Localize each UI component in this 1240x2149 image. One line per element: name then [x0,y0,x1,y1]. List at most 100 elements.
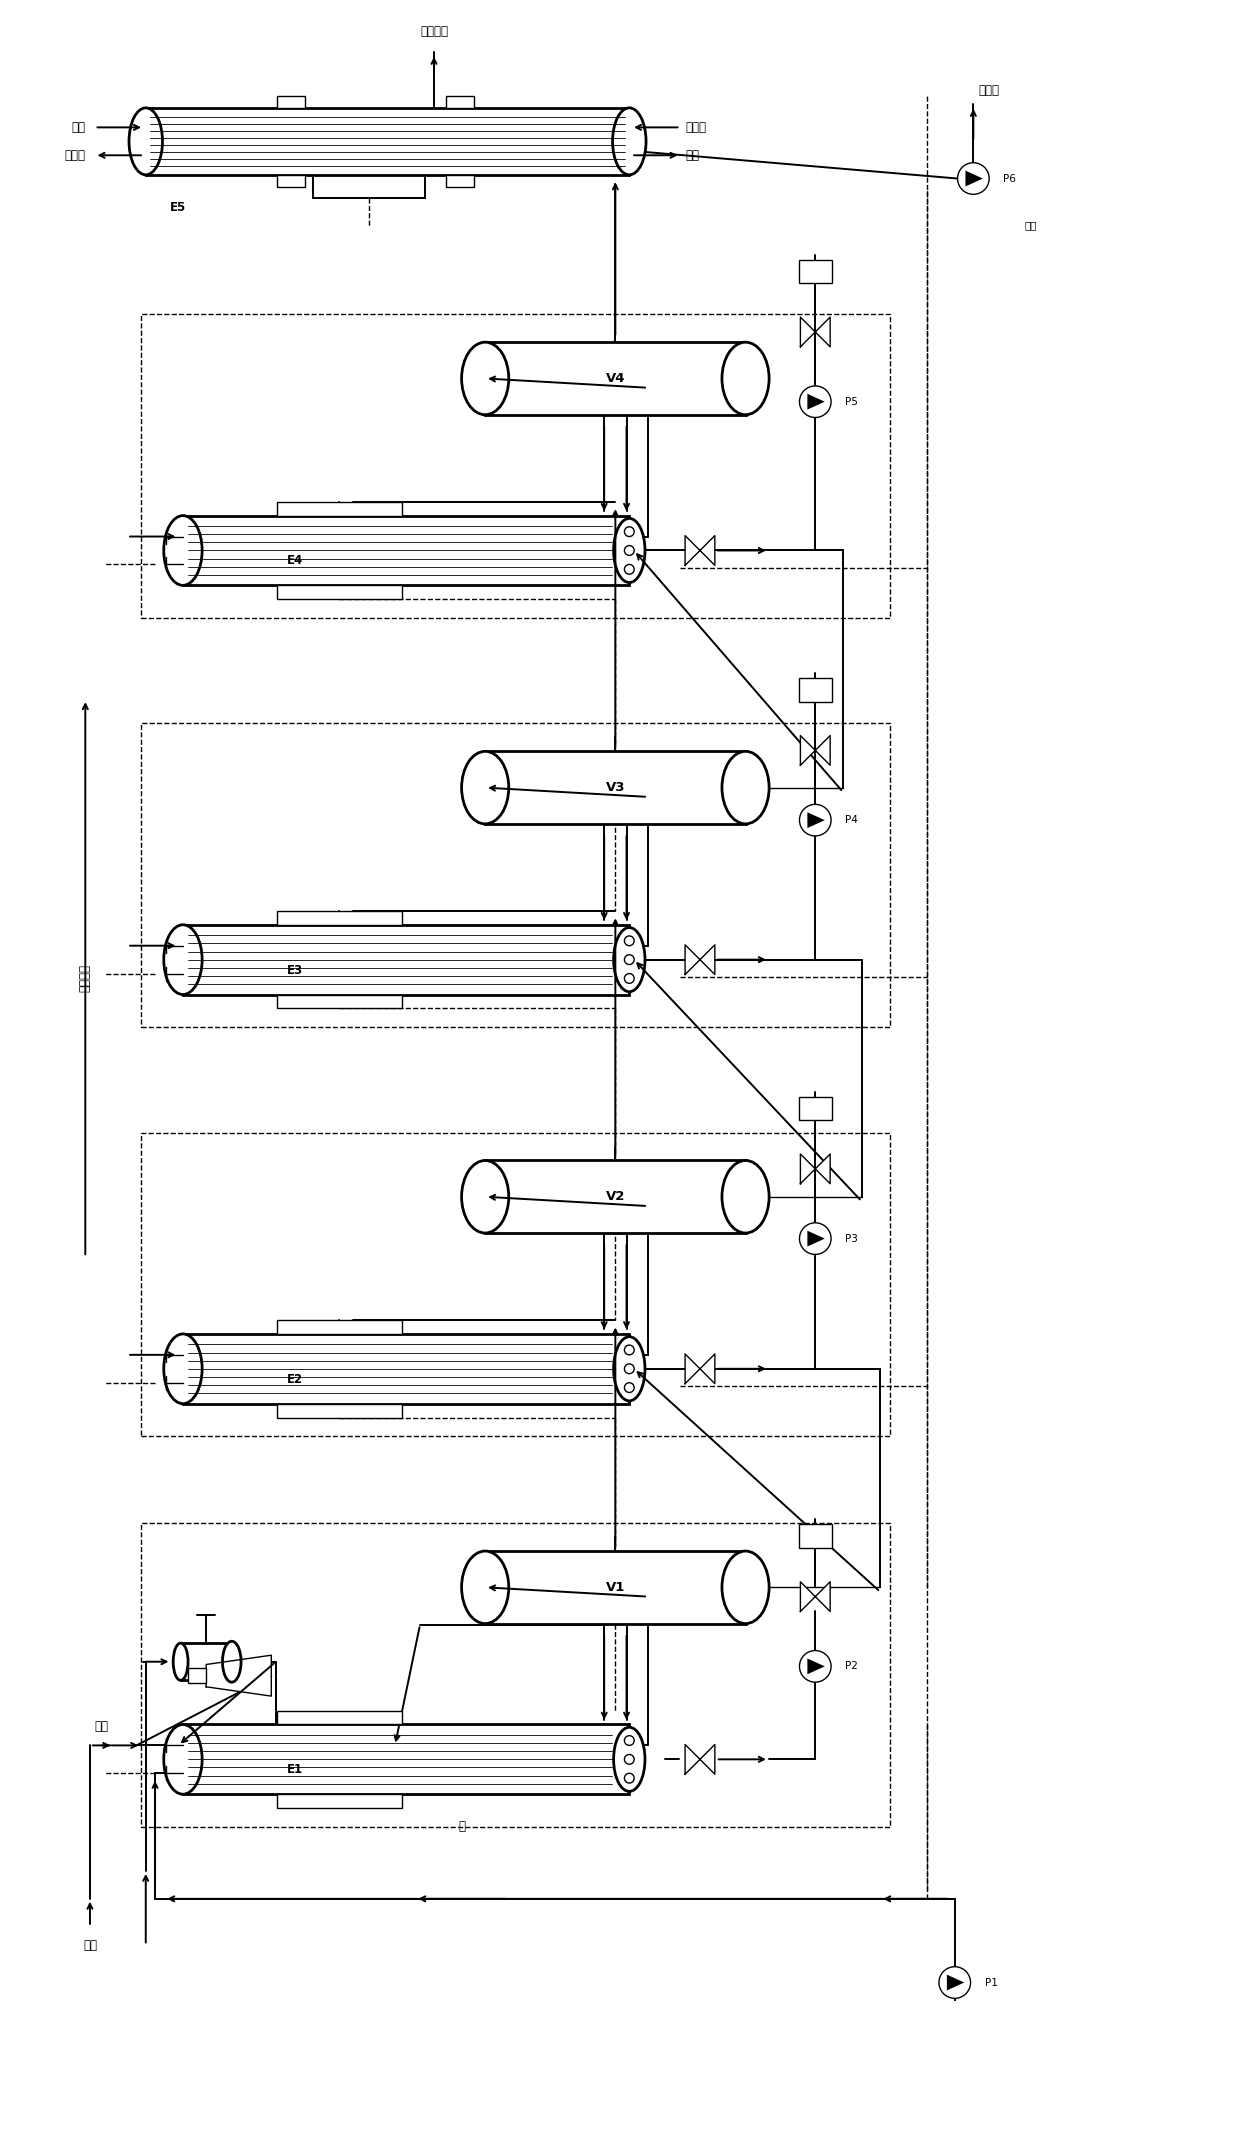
Text: 碱液: 碱液 [1024,219,1037,230]
Text: 出水: 出水 [684,148,699,161]
Bar [184,1723,629,1794]
Circle shape [625,973,634,984]
Bar [184,924,629,995]
Ellipse shape [614,1728,645,1792]
Ellipse shape [614,518,645,582]
Ellipse shape [722,752,769,823]
Ellipse shape [222,1642,241,1683]
Circle shape [800,387,831,417]
Bar [277,501,402,516]
Polygon shape [800,318,830,346]
Ellipse shape [461,1160,508,1234]
Text: V3: V3 [605,780,625,795]
Text: 泵: 泵 [459,1820,465,1833]
Polygon shape [807,1231,825,1246]
Ellipse shape [614,928,645,991]
Bar [446,97,474,107]
Bar [485,1160,745,1234]
Polygon shape [947,1975,965,1990]
Text: E3: E3 [286,963,303,976]
Text: P2: P2 [844,1661,858,1672]
Circle shape [625,937,634,946]
Bar [141,1524,889,1827]
Ellipse shape [174,1644,188,1681]
Ellipse shape [129,107,162,174]
Ellipse shape [164,1723,202,1794]
Polygon shape [800,1154,830,1184]
Text: E2: E2 [286,1373,303,1386]
Bar [799,1096,832,1120]
Ellipse shape [164,1335,202,1403]
Bar [184,1335,629,1403]
Bar [277,1403,402,1418]
Ellipse shape [614,1337,645,1401]
Bar [799,260,832,284]
Polygon shape [966,170,983,187]
Ellipse shape [461,752,508,823]
Text: V2: V2 [605,1191,625,1203]
Text: P6: P6 [1003,174,1016,183]
Ellipse shape [722,1552,769,1625]
Ellipse shape [164,924,202,995]
Circle shape [939,1966,971,1999]
Text: 蒸汽: 蒸汽 [83,1938,97,1951]
Circle shape [625,1382,634,1393]
Text: E4: E4 [286,554,303,567]
Polygon shape [800,735,830,765]
Bar [141,314,889,619]
Circle shape [625,954,634,965]
Bar [141,724,889,1027]
Ellipse shape [164,516,202,585]
Bar [184,516,629,585]
Text: 冷凝水: 冷凝水 [978,84,999,97]
Circle shape [625,1773,634,1784]
Bar [799,679,832,703]
Bar [141,1133,889,1436]
Circle shape [625,1736,634,1745]
Bar [937,2082,971,2106]
Circle shape [625,1754,634,1764]
Text: V1: V1 [605,1582,625,1595]
Polygon shape [941,2024,968,2052]
Bar [146,107,629,174]
Bar [485,752,745,823]
Ellipse shape [461,1552,508,1625]
Ellipse shape [722,1160,769,1234]
Ellipse shape [722,342,769,415]
Polygon shape [800,1582,830,1612]
Circle shape [625,527,634,537]
Bar [277,174,305,187]
Circle shape [625,565,634,574]
Circle shape [800,1650,831,1683]
Circle shape [625,1345,634,1354]
Text: E5: E5 [170,200,186,215]
Text: P5: P5 [844,398,858,406]
Text: 不凝气体: 不凝气体 [79,965,92,993]
Bar [181,1644,232,1681]
Bar [485,342,745,415]
Text: 废气: 废气 [72,120,86,133]
Circle shape [800,1223,831,1255]
Bar [187,1668,206,1683]
Circle shape [625,1365,634,1373]
Polygon shape [807,1659,825,1674]
Bar [277,1794,402,1807]
Polygon shape [807,812,825,827]
Text: P1: P1 [985,1977,997,1988]
Text: P4: P4 [844,814,858,825]
Bar [277,1319,402,1335]
Text: 蒸发水: 蒸发水 [64,148,86,161]
Polygon shape [807,393,825,410]
Text: 蒸汽: 蒸汽 [94,1721,109,1734]
Bar [277,1711,402,1723]
Bar [277,995,402,1008]
Ellipse shape [613,107,646,174]
Polygon shape [684,1354,714,1384]
Bar [277,585,402,600]
Bar [485,1552,745,1625]
Polygon shape [684,535,714,565]
Polygon shape [684,946,714,973]
Bar [799,1524,832,1547]
Circle shape [625,546,634,554]
Bar [277,97,305,107]
